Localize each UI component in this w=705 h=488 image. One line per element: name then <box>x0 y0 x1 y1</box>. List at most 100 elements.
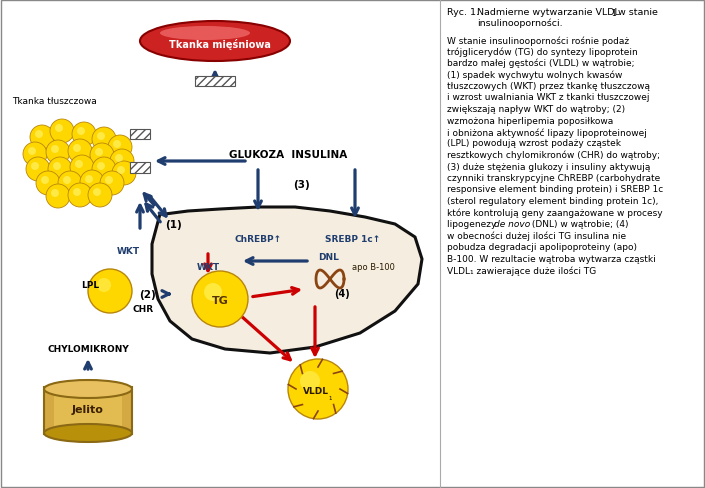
Ellipse shape <box>44 380 132 398</box>
Circle shape <box>93 189 101 197</box>
Bar <box>130 130 150 140</box>
Text: wzmożona hiperlipemia poposiłkowa: wzmożona hiperlipemia poposiłkowa <box>447 116 613 125</box>
Circle shape <box>58 172 82 196</box>
Circle shape <box>73 145 81 153</box>
Circle shape <box>97 163 105 171</box>
Text: VLDL₁ zawierające duże ilości TG: VLDL₁ zawierające duże ilości TG <box>447 265 596 275</box>
Circle shape <box>46 141 70 164</box>
Circle shape <box>204 284 222 302</box>
Polygon shape <box>152 207 422 353</box>
Text: i obniżona aktywność lipazy lipoproteinowej: i obniżona aktywność lipazy lipoproteino… <box>447 128 647 137</box>
Text: TG: TG <box>212 295 228 305</box>
Text: (1) spadek wychwytu wolnych kwasów: (1) spadek wychwytu wolnych kwasów <box>447 70 623 80</box>
Bar <box>130 163 150 174</box>
Text: 1: 1 <box>611 9 615 18</box>
Text: i wzrost uwalniania WKT z tkanki tłuszczowej: i wzrost uwalniania WKT z tkanki tłuszcz… <box>447 93 649 102</box>
Circle shape <box>92 128 116 152</box>
Text: które kontrolują geny zaangażowane w procesy: które kontrolują geny zaangażowane w pro… <box>447 208 663 218</box>
Circle shape <box>92 158 116 182</box>
Text: (sterol regulatory element binding protein 1c),: (sterol regulatory element binding prote… <box>447 197 658 205</box>
Circle shape <box>73 189 81 197</box>
Text: CHYLOMIKRONY: CHYLOMIKRONY <box>47 345 129 354</box>
Circle shape <box>80 171 104 195</box>
Circle shape <box>95 149 103 157</box>
Text: bardzo małej gęstości (VLDL) w wątrobie;: bardzo małej gęstości (VLDL) w wątrobie; <box>447 59 634 68</box>
Circle shape <box>23 142 47 167</box>
Text: tłuszczowych (WKT) przez tkankę tłuszczową: tłuszczowych (WKT) przez tkankę tłuszczo… <box>447 82 650 91</box>
Circle shape <box>41 177 49 184</box>
Text: Tkanka mięśniowa: Tkanka mięśniowa <box>169 40 271 50</box>
Circle shape <box>68 140 92 163</box>
Circle shape <box>72 123 96 147</box>
Text: Nadmierne wytwarzanie VLDL: Nadmierne wytwarzanie VLDL <box>477 8 620 17</box>
Circle shape <box>48 158 72 182</box>
Text: WKT: WKT <box>197 262 219 271</box>
Circle shape <box>100 172 124 196</box>
Circle shape <box>36 172 60 196</box>
Text: w obecności dużej ilości TG insulina nie: w obecności dużej ilości TG insulina nie <box>447 231 626 241</box>
Circle shape <box>77 128 85 136</box>
Circle shape <box>117 167 125 175</box>
Text: Ryc. 1.: Ryc. 1. <box>447 8 479 17</box>
Text: (DNL) w wątrobie; (4): (DNL) w wątrobie; (4) <box>529 220 628 228</box>
Text: insulinooporności.: insulinooporności. <box>477 19 563 28</box>
Text: pobudza degradacji apolipoproteiny (apo): pobudza degradacji apolipoproteiny (apo) <box>447 243 637 251</box>
Circle shape <box>105 177 113 184</box>
Text: VLDL: VLDL <box>303 386 329 395</box>
Circle shape <box>288 359 348 419</box>
Text: GLUKOZA  INSULINA: GLUKOZA INSULINA <box>229 150 347 160</box>
Circle shape <box>50 120 74 143</box>
Text: responsive element binding protein) i SREBP 1c: responsive element binding protein) i SR… <box>447 185 663 194</box>
Text: zwiększają napływ WKT do wątroby; (2): zwiększają napływ WKT do wątroby; (2) <box>447 105 625 114</box>
Circle shape <box>115 155 123 163</box>
Text: SREBP 1c↑: SREBP 1c↑ <box>326 235 381 244</box>
Text: ChREBP↑: ChREBP↑ <box>235 235 281 244</box>
Bar <box>44 387 132 434</box>
Circle shape <box>300 371 320 391</box>
Text: (3) duże stężenia glukozy i insuliny aktywują: (3) duże stężenia glukozy i insuliny akt… <box>447 162 651 171</box>
Text: czynniki transkrypcyjne ChREBP (carbohydrate: czynniki transkrypcyjne ChREBP (carbohyd… <box>447 174 661 183</box>
Circle shape <box>113 141 121 149</box>
Text: apo B-100: apo B-100 <box>352 263 395 272</box>
Text: Jelito: Jelito <box>72 404 104 414</box>
Text: lipogenezy: lipogenezy <box>447 220 499 228</box>
Ellipse shape <box>140 22 290 62</box>
Circle shape <box>90 143 114 168</box>
Circle shape <box>108 136 132 160</box>
Circle shape <box>85 176 93 183</box>
Text: (1): (1) <box>165 220 181 229</box>
Circle shape <box>88 269 132 313</box>
Text: ₁: ₁ <box>329 392 331 401</box>
Text: w stanie: w stanie <box>615 8 658 17</box>
Circle shape <box>97 133 105 141</box>
Circle shape <box>88 183 112 207</box>
Text: trójglicerydów (TG) do syntezy lipoprotein: trójglicerydów (TG) do syntezy lipoprote… <box>447 47 638 57</box>
Text: CHR: CHR <box>133 305 154 314</box>
Circle shape <box>110 150 134 174</box>
Text: resztkowych chylomikronów (CHR) do wątroby;: resztkowych chylomikronów (CHR) do wątro… <box>447 151 660 160</box>
Circle shape <box>55 125 63 133</box>
Circle shape <box>53 163 61 171</box>
Text: (LPL) powodują wzrost podaży cząstek: (LPL) powodują wzrost podaży cząstek <box>447 139 621 148</box>
Circle shape <box>51 190 59 198</box>
Text: LPL: LPL <box>81 280 99 289</box>
Text: de novo: de novo <box>494 220 530 228</box>
Text: W stanie insulinooporności rośnie podaż: W stanie insulinooporności rośnie podaż <box>447 36 629 45</box>
Circle shape <box>68 183 92 207</box>
Circle shape <box>75 161 83 169</box>
Bar <box>195 77 235 87</box>
Text: (2): (2) <box>139 289 155 299</box>
Text: WKT: WKT <box>116 247 140 256</box>
Circle shape <box>46 184 70 208</box>
Circle shape <box>192 271 248 327</box>
Circle shape <box>112 162 136 185</box>
Circle shape <box>35 131 43 139</box>
Text: DNL: DNL <box>318 253 339 262</box>
Circle shape <box>30 126 54 150</box>
Circle shape <box>31 163 39 171</box>
Text: B-100. W rezultacie wątroba wytwarza cząstki: B-100. W rezultacie wątroba wytwarza czą… <box>447 254 656 263</box>
Bar <box>54 390 122 430</box>
Circle shape <box>51 146 59 154</box>
Text: Tkanka tłuszczowa: Tkanka tłuszczowa <box>12 97 97 106</box>
Circle shape <box>28 148 36 156</box>
